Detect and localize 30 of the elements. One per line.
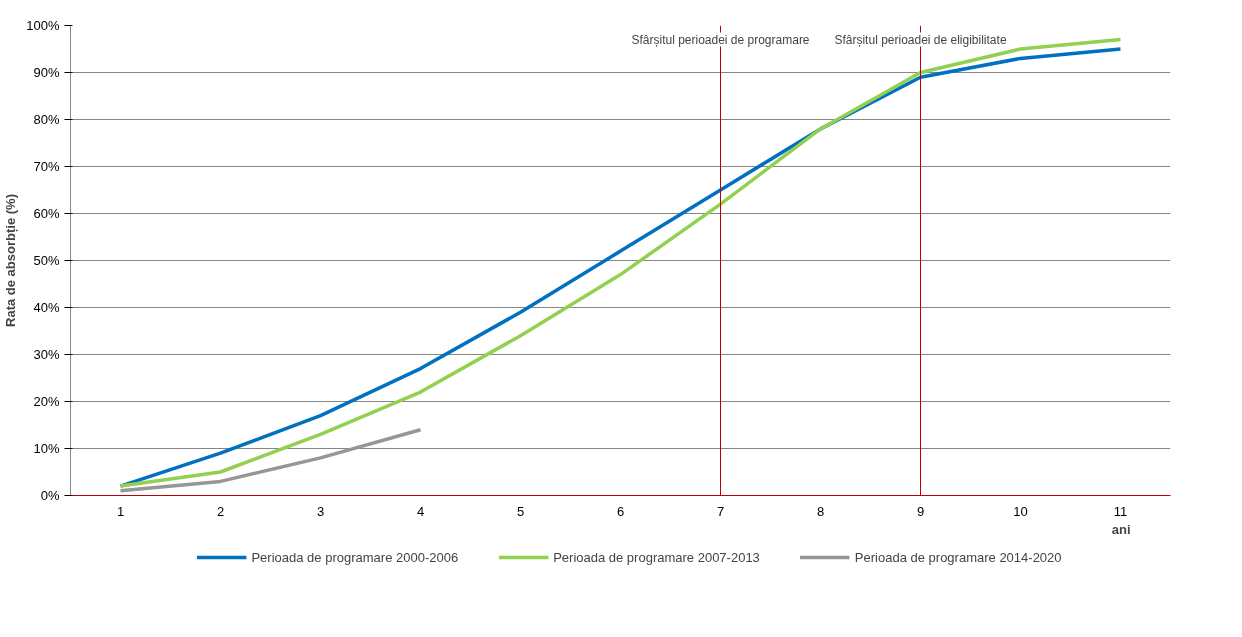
x-tick-label: 7 <box>716 503 725 519</box>
line-series <box>118 427 423 493</box>
x-tick-label: 11 <box>1113 503 1128 519</box>
legend-label: Perioada de programare 2000-2006 <box>251 549 459 565</box>
x-tick-label: 8 <box>816 503 825 519</box>
x-tick-label: 4 <box>416 503 425 519</box>
ref-line-label: Sfârșitul perioadei de programare <box>631 32 810 47</box>
y-axis-title: Rata de absorbție (%) <box>3 194 19 327</box>
x-tick-label: 10 <box>1013 503 1028 519</box>
x-tick-label: 6 <box>616 503 625 519</box>
x-tick-label: 2 <box>216 503 225 519</box>
x-axis-title: ani <box>1111 521 1131 537</box>
x-tick-label: 5 <box>516 503 525 519</box>
y-tick-label: 20% <box>33 394 60 409</box>
x-tick-label: 3 <box>316 503 325 519</box>
y-tick-label: 100% <box>26 18 60 33</box>
y-tick-label: 70% <box>33 159 60 174</box>
x-tick-label: 9 <box>916 503 925 519</box>
y-tick-label: 40% <box>33 300 60 315</box>
ref-line-label: Sfârșitul perioadei de eligibilitate <box>834 32 1007 47</box>
y-tick-label: 60% <box>33 206 60 221</box>
y-tick-label: 50% <box>33 253 60 268</box>
y-tick-label: 80% <box>33 112 60 127</box>
legend-label: Perioada de programare 2007-2013 <box>553 549 760 565</box>
y-tick-label: 90% <box>33 65 60 80</box>
y-tick-label: 10% <box>33 441 60 456</box>
y-tick-label: 30% <box>33 347 60 362</box>
legend-label: Perioada de programare 2014-2020 <box>854 549 1062 565</box>
x-tick-label: 1 <box>116 503 125 519</box>
y-tick-label: 0% <box>40 488 60 503</box>
